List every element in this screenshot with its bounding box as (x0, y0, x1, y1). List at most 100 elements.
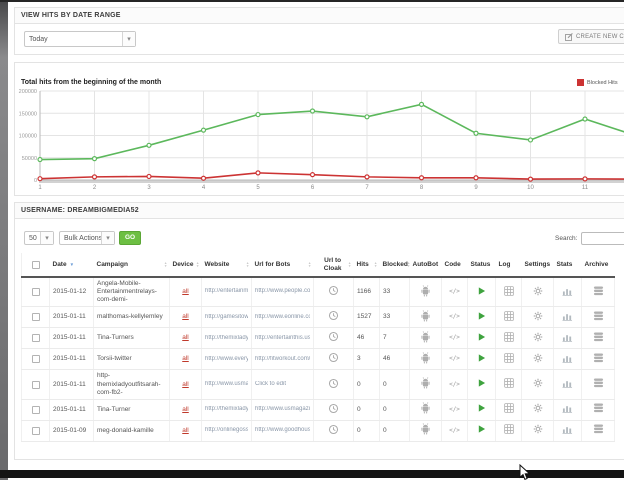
code-icon[interactable]: </> (449, 313, 460, 321)
url-for-bots-cell[interactable]: http://www.goodhouseke... (251, 420, 314, 442)
android-icon[interactable] (420, 284, 431, 297)
gear-icon[interactable] (533, 378, 543, 388)
url-for-bots-cell[interactable]: http://fitworkout.com/ (251, 348, 314, 371)
website-link[interactable]: http://gamesitownews.net (205, 313, 248, 320)
clock-icon[interactable] (328, 378, 339, 389)
column-header-url-to-cloak[interactable]: Url to Cloak ▴ ▾ (313, 253, 354, 278)
code-icon[interactable]: </> (449, 405, 460, 413)
grid-icon[interactable] (503, 285, 514, 296)
android-icon[interactable] (420, 377, 431, 389)
url-for-bots-link[interactable]: http://www.goodhouseke... (255, 427, 310, 433)
row-checkbox[interactable] (31, 288, 40, 297)
create-campaign-button[interactable]: CREATE NEW CAMPAIGN (558, 29, 624, 44)
play-icon[interactable] (477, 424, 486, 434)
url-for-bots-link[interactable]: Click to edit (255, 380, 287, 387)
page-size-select[interactable]: 50 ▾ (24, 231, 54, 245)
device-link[interactable]: all (182, 380, 189, 388)
url-for-bots-link[interactable]: http://www.eonline.com/n... (255, 313, 310, 320)
clock-icon[interactable] (328, 331, 339, 342)
bulk-actions-select[interactable]: Bulk Actions ▾ (59, 231, 115, 245)
gear-icon[interactable] (533, 424, 543, 434)
column-header-campaign[interactable]: Campaign ▴ ▾ (93, 253, 170, 278)
code-icon[interactable]: </> (449, 288, 460, 296)
website-cell[interactable]: http://www.usmagazine.c... (201, 369, 252, 400)
code-icon[interactable]: </> (449, 334, 460, 342)
row-checkbox[interactable] (31, 380, 40, 389)
stack-icon[interactable] (593, 311, 604, 321)
website-cell[interactable]: http://onlinegossipchann... (201, 420, 252, 442)
website-link[interactable]: http://entertainmentrelays... (205, 288, 248, 295)
date-range-select[interactable]: Today ▾ (24, 31, 136, 47)
gear-icon[interactable] (533, 353, 543, 363)
campaign-cell[interactable]: Torsii-twitter (93, 348, 170, 371)
play-icon[interactable] (477, 378, 486, 388)
android-icon[interactable] (420, 310, 431, 322)
gear-icon[interactable] (533, 403, 543, 413)
website-link[interactable]: http://www.usmagazine.c... (205, 380, 248, 387)
stack-icon[interactable] (593, 403, 604, 413)
device-link[interactable]: all (182, 334, 189, 342)
device-link[interactable]: all (182, 426, 189, 434)
clock-icon[interactable] (328, 403, 339, 414)
website-link[interactable]: http://themixladyoutfitser... (205, 406, 248, 412)
stack-icon[interactable] (593, 378, 604, 388)
search-input[interactable] (581, 232, 624, 245)
bar-chart-icon[interactable] (562, 403, 573, 414)
code-icon[interactable]: </> (449, 380, 460, 388)
url-for-bots-cell[interactable]: Click to edit (251, 369, 314, 400)
device-link[interactable]: all (182, 288, 189, 296)
url-for-bots-link[interactable]: http://www.people.com/ar... (255, 288, 310, 295)
grid-icon[interactable] (503, 378, 514, 388)
clock-icon[interactable] (328, 285, 339, 296)
url-for-bots-link[interactable]: http://fitworkout.com/ (255, 355, 310, 362)
column-header-url-for-bots[interactable]: Url for Bots ▴ ▾ (251, 253, 314, 278)
play-icon[interactable] (477, 403, 486, 413)
android-icon[interactable] (420, 331, 431, 343)
column-header-blocked[interactable]: Blocked ▴ ▾ (379, 253, 410, 278)
campaign-cell[interactable]: Tina-Turners (93, 327, 170, 350)
select-all-checkbox[interactable] (31, 260, 40, 269)
bar-chart-icon[interactable] (562, 286, 573, 296)
row-checkbox[interactable] (31, 426, 40, 435)
url-for-bots-link[interactable]: http://entertainthis.usatod... (255, 334, 310, 341)
go-button[interactable]: GO (119, 231, 141, 245)
play-icon[interactable] (477, 353, 486, 363)
code-icon[interactable]: </> (449, 426, 460, 434)
row-checkbox[interactable] (31, 313, 40, 322)
bar-chart-icon[interactable] (562, 311, 573, 321)
grid-icon[interactable] (503, 403, 514, 413)
play-icon[interactable] (477, 286, 486, 296)
clock-icon[interactable] (328, 424, 339, 435)
row-checkbox[interactable] (31, 405, 40, 414)
campaign-cell[interactable]: Tina-Turner (93, 399, 170, 421)
play-icon[interactable] (477, 332, 486, 342)
android-icon[interactable] (420, 423, 431, 435)
website-cell[interactable]: http://themixladyoutfitser... (201, 327, 252, 350)
grid-icon[interactable] (503, 424, 514, 434)
website-cell[interactable]: http://entertainmentrelays... (201, 277, 252, 308)
device-link[interactable]: all (182, 355, 189, 363)
stack-icon[interactable] (593, 424, 604, 434)
gear-icon[interactable] (533, 311, 543, 321)
grid-icon[interactable] (503, 353, 514, 363)
gear-icon[interactable] (533, 332, 543, 342)
column-header-device[interactable]: Device ▴ ▾ (169, 253, 202, 278)
stack-icon[interactable] (593, 353, 604, 363)
device-link[interactable]: all (182, 313, 189, 321)
website-cell[interactable]: http://themixladyoutfitser... (201, 399, 252, 421)
clock-icon[interactable] (328, 352, 339, 363)
grid-icon[interactable] (503, 311, 514, 321)
website-cell[interactable]: http://gamesitownews.net (201, 306, 252, 329)
url-for-bots-cell[interactable]: http://www.usmagazine.c... (251, 399, 314, 421)
website-link[interactable]: http://themixladyoutfitser... (205, 334, 248, 341)
url-for-bots-link[interactable]: http://www.usmagazine.c... (255, 406, 310, 412)
stack-icon[interactable] (593, 332, 604, 342)
bar-chart-icon[interactable] (562, 424, 573, 435)
bar-chart-icon[interactable] (562, 353, 573, 363)
website-cell[interactable]: http://www.everydayfitnes... (201, 348, 252, 371)
column-header-website[interactable]: Website ▴ ▾ (201, 253, 252, 278)
website-link[interactable]: http://onlinegossipchann... (205, 427, 248, 433)
stack-icon[interactable] (593, 286, 604, 296)
url-for-bots-cell[interactable]: http://entertainthis.usatod... (251, 327, 314, 350)
column-header-date[interactable]: Date ▼ (49, 253, 94, 278)
